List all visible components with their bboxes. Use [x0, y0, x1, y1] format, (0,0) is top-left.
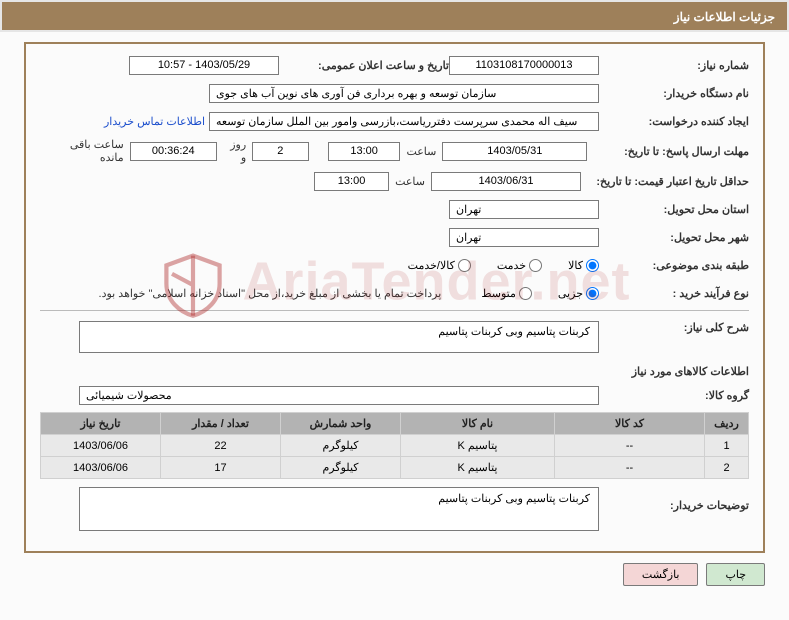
- table-row: 1 -- پتاسیم K کیلوگرم 22 1403/06/06: [41, 435, 749, 457]
- radio-minor[interactable]: [586, 287, 599, 300]
- delivery-province-label: استان محل تحویل:: [599, 203, 749, 216]
- radio-goods-service[interactable]: [458, 259, 471, 272]
- cell-code: --: [555, 457, 705, 479]
- cell-unit: کیلوگرم: [281, 457, 401, 479]
- cell-unit: کیلوگرم: [281, 435, 401, 457]
- delivery-city-label: شهر محل تحویل:: [599, 231, 749, 244]
- delivery-city: تهران: [449, 228, 599, 247]
- requester-field: سیف اله محمدی سرپرست دفترریاست،بازرسی وا…: [209, 112, 599, 131]
- announce-datetime-field: 1403/05/29 - 10:57: [129, 56, 279, 75]
- need-number-label: شماره نیاز:: [599, 59, 749, 72]
- cell-name: پتاسیم K: [401, 435, 555, 457]
- subject-class-label: طبقه بندی موضوعی:: [599, 259, 749, 272]
- cell-qty: 22: [161, 435, 281, 457]
- remaining-time: 00:36:24: [130, 142, 217, 161]
- time-label-2: ساعت: [389, 175, 431, 188]
- button-row: چاپ بازگشت: [0, 563, 765, 586]
- divider-1: [40, 310, 749, 311]
- days-value: 2: [252, 142, 308, 161]
- table-row: 2 -- پتاسیم K کیلوگرم 17 1403/06/06: [41, 457, 749, 479]
- radio-minor-label[interactable]: جزیی: [558, 287, 599, 300]
- radio-service[interactable]: [529, 259, 542, 272]
- goods-group-field: محصولات شیمیائی: [79, 386, 599, 405]
- th-unit: واحد شمارش: [281, 413, 401, 435]
- reply-deadline-label: مهلت ارسال پاسخ: تا تاریخ:: [587, 145, 749, 158]
- radio-goods-label[interactable]: کالا: [568, 259, 599, 272]
- buyer-notes-field: کربنات پتاسیم وبی کربنات پتاسیم: [79, 487, 599, 531]
- buyer-notes-label: توضیحات خریدار:: [599, 487, 749, 512]
- reply-deadline-time: 13:00: [328, 142, 401, 161]
- reply-deadline-date: 1403/05/31: [442, 142, 587, 161]
- radio-medium-label[interactable]: متوسط: [481, 287, 532, 300]
- price-validity-date: 1403/06/31: [431, 172, 581, 191]
- items-section-title: اطلاعات کالاهای مورد نیاز: [40, 359, 749, 384]
- payment-note: پرداخت تمام یا بخشی از مبلغ خرید،از محل …: [99, 287, 462, 300]
- cell-row: 2: [705, 457, 749, 479]
- buyer-org-label: نام دستگاه خریدار:: [599, 87, 749, 100]
- subject-class-radios: کالا خدمت کالا/خدمت: [388, 259, 599, 272]
- cell-code: --: [555, 435, 705, 457]
- print-button[interactable]: چاپ: [706, 563, 765, 586]
- requester-label: ایجاد کننده درخواست:: [599, 115, 749, 128]
- back-button[interactable]: بازگشت: [623, 563, 699, 586]
- cell-name: پتاسیم K: [401, 457, 555, 479]
- buyer-contact-link[interactable]: اطلاعات تماس خریدار: [104, 115, 209, 128]
- purchase-type-radios: جزیی متوسط: [461, 287, 599, 300]
- radio-goods[interactable]: [586, 259, 599, 272]
- page-title: جزئیات اطلاعات نیاز: [674, 10, 775, 24]
- th-date: تاریخ نیاز: [41, 413, 161, 435]
- cell-date: 1403/06/06: [41, 435, 161, 457]
- radio-goods-service-label[interactable]: کالا/خدمت: [408, 259, 471, 272]
- goods-group-label: گروه کالا:: [599, 389, 749, 402]
- cell-date: 1403/06/06: [41, 457, 161, 479]
- need-desc-label: شرح کلی نیاز:: [599, 321, 749, 334]
- purchase-type-label: نوع فرآیند خرید :: [599, 287, 749, 300]
- page-header: جزئیات اطلاعات نیاز: [0, 0, 789, 32]
- announce-datetime-label: تاریخ و ساعت اعلان عمومی:: [279, 59, 449, 72]
- delivery-province: تهران: [449, 200, 599, 219]
- remaining-label: ساعت باقی مانده: [40, 138, 130, 164]
- th-code: کد کالا: [555, 413, 705, 435]
- days-word: روز و: [217, 138, 252, 164]
- time-label-1: ساعت: [400, 145, 442, 158]
- radio-service-label[interactable]: خدمت: [497, 259, 542, 272]
- th-qty: تعداد / مقدار: [161, 413, 281, 435]
- main-form-frame: شماره نیاز: 1103108170000013 تاریخ و ساع…: [24, 42, 765, 553]
- items-table: ردیف کد کالا نام کالا واحد شمارش تعداد /…: [40, 412, 749, 479]
- cell-row: 1: [705, 435, 749, 457]
- radio-medium[interactable]: [519, 287, 532, 300]
- th-row: ردیف: [705, 413, 749, 435]
- cell-qty: 17: [161, 457, 281, 479]
- price-validity-label: حداقل تاریخ اعتبار قیمت: تا تاریخ:: [581, 175, 749, 188]
- need-desc-field: کربنات پتاسیم وبی کربنات پتاسیم: [79, 321, 599, 353]
- buyer-org-field: سازمان توسعه و بهره برداری فن آوری های ن…: [209, 84, 599, 103]
- need-number-field: 1103108170000013: [449, 56, 599, 75]
- price-validity-time: 13:00: [314, 172, 389, 191]
- th-name: نام کالا: [401, 413, 555, 435]
